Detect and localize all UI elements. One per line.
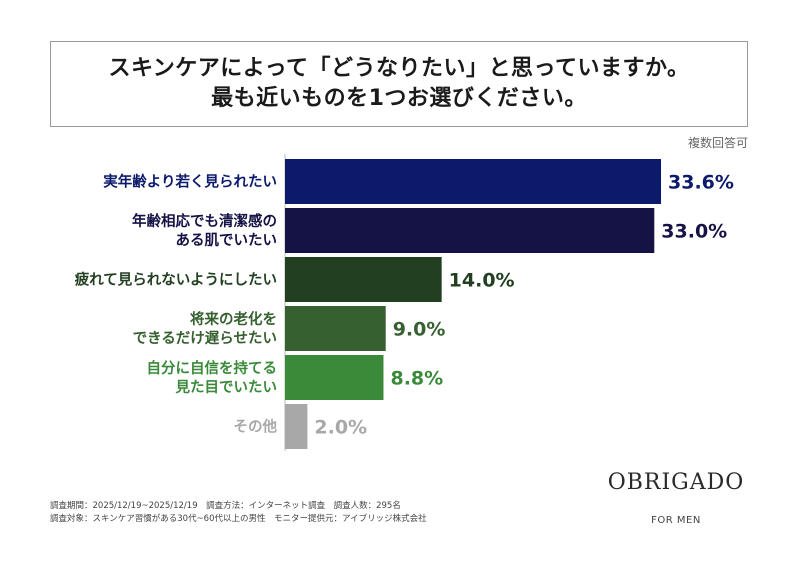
category-label-2: 年齢相応でも清潔感のある肌でいたい [132,212,277,249]
category-label-5: 自分に自信を持てる見た目でいたい [147,359,278,396]
category-label-4: 将来の老化をできるだけ遅らせたい [133,310,277,347]
bar-5 [285,355,384,400]
bar-2 [285,208,655,253]
value-label-3: 14.0% [449,270,515,292]
category-label-2-line-2: ある肌でいたい [176,232,278,249]
survey-info-line-2: 調査対象：スキンケア習慣がある30代~60代以上の男性 モニター提供元：アイブリ… [50,514,427,524]
value-label-1: 33.6% [668,172,734,194]
category-label-1-line-1: 実年齢より若く見られたい [103,173,277,191]
category-label-6-line-1: その他 [234,418,278,436]
bar-6 [285,404,308,449]
multiple-answer-note: 複数回答可 [687,136,748,150]
category-label-5-line-1: 自分に自信を持てる [147,359,278,377]
bar-1 [285,159,661,204]
category-label-6: その他 [234,418,278,436]
survey-info-line-1: 調査期間：2025/12/19~2025/12/19 調査方法：インターネット調… [50,501,401,511]
brand-logo-subtitle: FOR MEN [651,515,701,526]
chart-title-line-1: スキンケアによって「どうなりたい」と思っていますか。 [108,56,690,81]
category-label-3-line-1: 疲れて見られないようにしたい [75,271,277,289]
category-label-4-line-1: 将来の老化を [190,310,277,328]
category-label-1: 実年齢より若く見られたい [103,173,277,191]
brand-logo: OBRIGADO [607,470,745,495]
value-label-5: 8.8% [390,368,443,390]
chart-title-line-2: 最も近いものを1つお選びください。 [211,86,587,111]
bar-3 [285,257,442,302]
value-label-4: 9.0% [393,319,446,341]
category-label-5-line-2: 見た目でいたい [175,379,278,396]
bar-chart: 33.6% 実年齢より若く見られたい 33.0% 年齢相応でも清潔感のある肌でいたい 1… [75,154,734,451]
bar-4 [285,306,386,351]
category-label-3: 疲れて見られないようにしたい [75,271,277,289]
category-label-2-line-1: 年齢相応でも清潔感の [132,212,277,230]
category-label-4-line-2: できるだけ遅らせたい [133,330,277,347]
value-label-2: 33.0% [661,221,727,243]
title-box: スキンケアによって「どうなりたい」と思っていますか。 最も近いものを1つお選びく… [50,41,748,127]
value-label-6: 2.0% [314,417,367,439]
